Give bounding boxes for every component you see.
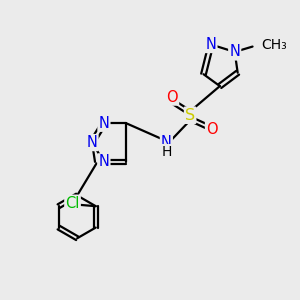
Text: CH₃: CH₃ bbox=[262, 38, 287, 52]
Text: O: O bbox=[206, 122, 218, 137]
Text: O: O bbox=[167, 90, 178, 105]
Text: N: N bbox=[206, 37, 216, 52]
Text: H: H bbox=[162, 145, 172, 159]
Text: S: S bbox=[185, 108, 195, 123]
Text: N: N bbox=[161, 135, 172, 150]
Text: N: N bbox=[87, 135, 98, 150]
Text: N: N bbox=[98, 116, 110, 131]
Text: N: N bbox=[229, 44, 240, 59]
Text: N: N bbox=[98, 154, 110, 169]
Text: Cl: Cl bbox=[65, 196, 80, 211]
